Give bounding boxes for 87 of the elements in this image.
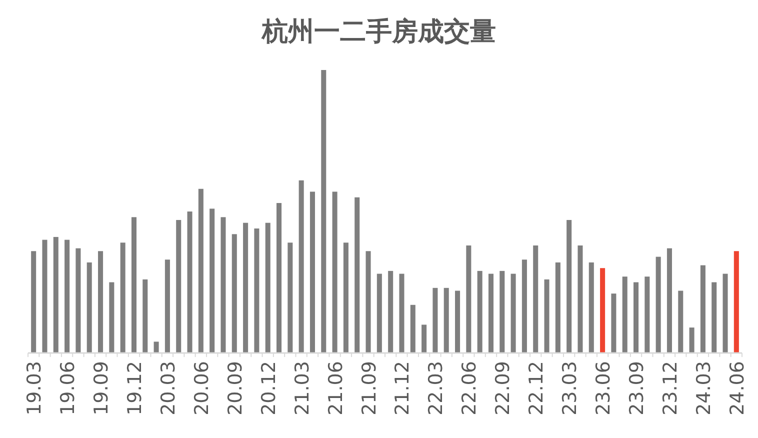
bar [500,270,505,353]
bar [31,251,36,353]
x-tick-label: 21.06 [324,361,347,416]
x-tick-label: 23.03 [559,361,582,416]
bar [644,276,650,353]
bar [64,240,70,353]
bar [109,282,114,353]
bar [466,245,472,353]
bar [712,282,717,353]
bar [734,251,739,353]
x-tick-label: 22.12 [526,361,548,416]
bar [455,290,460,353]
bar [288,242,293,353]
bar [187,212,192,353]
x-tick-label: 19.09 [90,361,113,416]
bar [321,70,326,353]
bar [298,180,304,353]
bar [210,208,215,353]
x-tick-label: 20.06 [190,361,213,416]
bar [656,256,661,353]
bar [76,248,81,353]
bar [332,192,338,353]
x-tick-label: 19.03 [24,361,46,416]
bar [533,245,538,353]
x-tick-label: 22.09 [492,361,514,416]
bar [399,274,404,353]
x-tick-label: 22.06 [458,361,481,416]
bar [678,290,684,353]
bar [588,262,594,353]
bar [98,251,104,353]
bar [354,197,360,353]
bar [422,324,427,353]
bar [600,268,606,353]
bar [566,220,572,353]
bar [53,236,58,353]
x-tick-label: 23.06 [592,361,615,416]
bar [232,234,237,353]
bar [555,262,560,353]
bar [254,228,260,353]
bar [176,220,182,353]
bar [510,274,516,353]
x-tick-label: 21.03 [291,361,314,416]
x-tick-label: 19.06 [57,361,80,416]
bar [611,294,616,353]
x-tick-label: 23.12 [659,361,682,416]
bar [544,279,550,353]
bar [220,217,226,353]
x-tick-label: 24.03 [692,361,715,416]
bar [722,274,728,353]
x-tick-label: 21.12 [392,361,414,416]
chart-title: 杭州一二手房成交量 [261,17,496,47]
bar [666,248,672,353]
x-tick-label: 24.06 [726,361,748,416]
x-tick-label: 20.03 [157,361,180,416]
bar [432,288,438,353]
x-tick-label: 20.12 [258,361,280,416]
bar [578,245,583,353]
bar [388,270,394,353]
bar [689,328,694,353]
bar [634,282,639,353]
bar [444,288,449,353]
bar [276,203,282,353]
bar [310,192,315,353]
x-tick-label: 22.03 [425,361,448,416]
bar [366,251,371,353]
bar [154,342,159,353]
bar [243,222,248,353]
x-tick-label: 23.09 [626,361,648,416]
bar [488,274,494,353]
bar [477,270,482,353]
bar [343,242,348,353]
bar [120,242,126,353]
bar [131,217,136,353]
bar [142,279,148,353]
bar [42,240,48,353]
bar [164,260,170,353]
bar [410,304,416,353]
bar [622,276,628,353]
x-tick-label: 21.09 [358,361,380,416]
bar [700,265,706,353]
bar [265,222,270,353]
bar [376,274,382,353]
bar [86,262,92,353]
x-tick-label: 19.12 [124,361,146,416]
bar [522,260,527,353]
x-tick-label: 20.09 [224,361,246,416]
bar [198,188,204,353]
